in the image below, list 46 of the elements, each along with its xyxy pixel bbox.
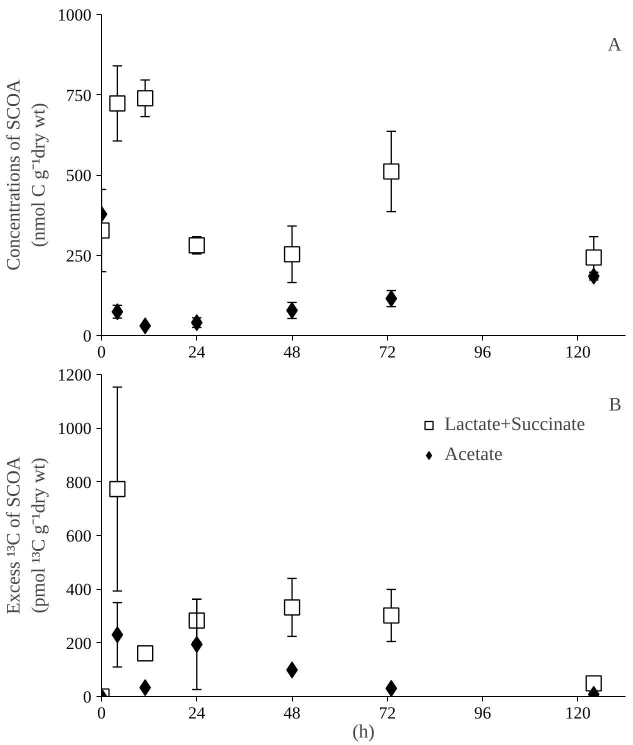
x-tick-label: 24 xyxy=(188,704,206,722)
y-tick-label: 200 xyxy=(66,634,92,653)
point xyxy=(586,249,602,266)
point xyxy=(588,268,600,285)
y-tick-label: 1000 xyxy=(58,6,92,24)
x-tick-label: 120 xyxy=(565,704,591,722)
y-tick-label: 400 xyxy=(66,580,92,600)
annotation: B xyxy=(608,394,622,416)
x-tick-label: 24 xyxy=(188,342,206,362)
y-tick-label: 250 xyxy=(66,246,92,266)
point xyxy=(190,636,203,653)
point xyxy=(188,612,205,629)
point xyxy=(284,246,300,262)
point xyxy=(137,645,154,662)
y-tick-label: 1000 xyxy=(58,419,92,438)
x-tick-label: 48 xyxy=(284,704,301,722)
y-tick-label: 600 xyxy=(66,526,92,546)
y-tick-label: 0 xyxy=(83,326,92,346)
point xyxy=(383,163,400,180)
point xyxy=(383,607,400,624)
point xyxy=(109,480,126,498)
point xyxy=(586,675,602,692)
x-tick-label: 0 xyxy=(97,342,106,362)
x-tick-label: 120 xyxy=(565,342,591,362)
x-tick-label: 72 xyxy=(378,704,396,722)
y-tick-label: 1200 xyxy=(58,366,92,384)
point xyxy=(109,95,126,112)
y-axis-title: Concentrations of SCOA (nmol C g⁻¹dry wt) xyxy=(3,79,50,271)
x-tick-label: 48 xyxy=(284,342,301,362)
x-tick-label: 72 xyxy=(378,342,396,362)
y-tick-label: 0 xyxy=(83,688,92,706)
annotation: A xyxy=(608,34,622,56)
x-tick-label: 96 xyxy=(474,342,492,362)
point xyxy=(385,680,398,696)
point xyxy=(137,90,154,106)
x-tick-label: 96 xyxy=(474,704,492,722)
x-tick-label: 0 xyxy=(97,704,106,722)
y-tick-label: 750 xyxy=(66,86,92,105)
y-tick-label: 500 xyxy=(66,166,92,185)
y-axis-title: Excess ¹³C of SCOA (pmol ¹³C g⁻¹dry wt) xyxy=(3,456,50,614)
y-tick-label: 800 xyxy=(66,472,92,492)
point xyxy=(284,599,300,616)
x-axis-title: (h) xyxy=(352,722,375,742)
legend-label: Lactate+Succinate xyxy=(444,414,585,436)
legend-label: Acetate xyxy=(444,444,503,466)
point xyxy=(190,314,203,332)
